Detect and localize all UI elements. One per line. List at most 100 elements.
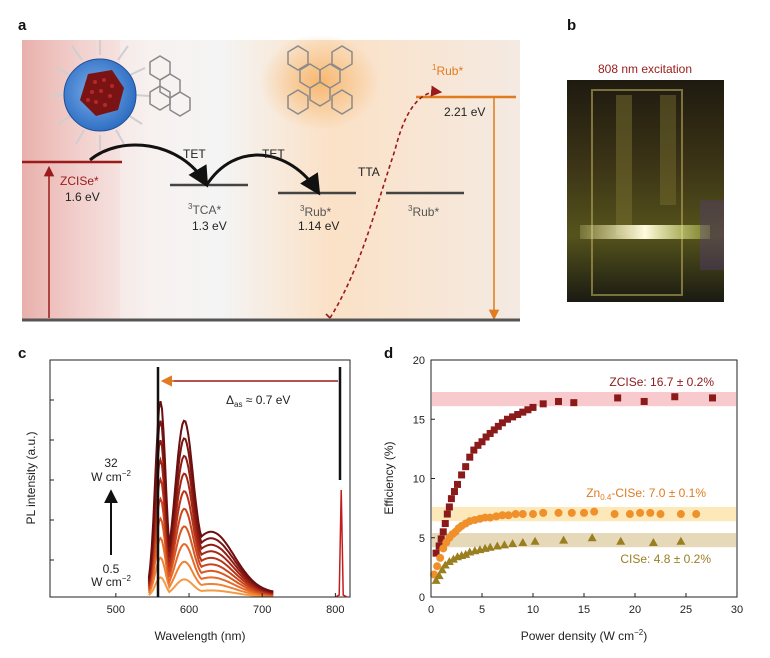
zcise-point xyxy=(529,403,537,411)
upconversion-beam xyxy=(580,225,710,239)
panel-b-caption: 808 nm excitation xyxy=(598,62,692,76)
pl-spectrum-3 xyxy=(147,440,274,594)
svg-text:1Rub*: 1Rub* xyxy=(432,63,463,78)
xtick-label: 700 xyxy=(253,604,271,616)
cise-point xyxy=(559,535,569,544)
panel-c: c Δas ≈ 0.7 eV 32 W cm−2 0.5 W cm−2 500 6… xyxy=(18,345,351,643)
zcise-point xyxy=(458,471,466,479)
zcise-point xyxy=(539,400,547,408)
average-bands xyxy=(432,391,736,548)
panel-d: d 0 5 10 15 20 25 30 0 5 10 15 20 ZCISe: 16.7 ± 0.2… xyxy=(382,345,743,643)
zn-cise-point xyxy=(539,508,548,517)
zcise-point xyxy=(454,480,462,488)
cise-point xyxy=(508,539,518,548)
pl-spectrum-7 xyxy=(147,516,274,596)
zcise-point xyxy=(462,463,470,471)
panel-d-xlabel: Power density (W cm−2) xyxy=(521,628,647,643)
cise-point xyxy=(587,533,597,542)
zn-cise-point xyxy=(676,510,685,519)
ytick-label: 0 xyxy=(419,592,425,604)
cise-point xyxy=(434,571,444,580)
tca-sup: 3 xyxy=(188,202,193,211)
panel-c-letter: c xyxy=(18,345,26,362)
zcise-point xyxy=(494,422,502,430)
ytick-label: 5 xyxy=(419,533,425,545)
xtick-label: 10 xyxy=(527,604,539,616)
zn-cise-point xyxy=(498,511,507,520)
cise-point xyxy=(444,556,454,565)
zcise-energy: 1.6 eV xyxy=(65,190,100,204)
cise-point xyxy=(616,536,626,545)
cise-point xyxy=(492,541,502,550)
cise-point xyxy=(530,536,540,545)
xtick-label: 600 xyxy=(180,604,198,616)
svg-text:3Rub*: 3Rub* xyxy=(408,204,439,219)
zn-cise-point xyxy=(656,510,665,519)
zcise-point xyxy=(466,453,474,461)
power-low-unit: W cm−2 xyxy=(91,574,131,589)
zn-cise-point xyxy=(554,508,563,517)
panel-b: b 808 nm excitation xyxy=(567,17,724,302)
rub1-energy: 2.21 eV xyxy=(444,105,485,119)
tet-arrow-2 xyxy=(204,153,321,196)
zcise-point xyxy=(555,397,562,405)
zn-cise-point xyxy=(511,510,520,519)
xtick-label: 30 xyxy=(731,604,743,616)
xtick-label: 25 xyxy=(680,604,692,616)
zcise-point xyxy=(498,419,506,427)
xtick-label: 0 xyxy=(428,604,434,616)
zcise-series-label: ZCISe: 16.7 ± 0.2% xyxy=(609,375,714,389)
ytick-label: 10 xyxy=(413,474,425,486)
rub1-level-label: Rub* xyxy=(436,64,463,78)
zcise-point xyxy=(614,394,622,402)
cise-series-label: CISe: 4.8 ± 0.2% xyxy=(620,552,711,566)
panel-d-letter: d xyxy=(384,345,393,362)
zn-cise-point xyxy=(504,511,513,520)
pl-spectrum-9 xyxy=(147,556,274,597)
zcise-point xyxy=(570,399,578,407)
panel-a-letter: a xyxy=(18,17,27,34)
panel-a: a xyxy=(18,17,520,322)
xtick-label: 800 xyxy=(326,604,344,616)
cise-point xyxy=(518,537,528,546)
zcise-point xyxy=(474,441,482,449)
zcise-point xyxy=(439,528,447,536)
pl-spectrum-6 xyxy=(147,496,274,596)
panel-d-ylabel: Efficiency (%) xyxy=(382,441,396,514)
pl-spectrum-1 xyxy=(147,401,274,593)
zn-cise-point xyxy=(610,510,619,519)
laser-peak xyxy=(334,489,348,598)
zcise-point xyxy=(524,406,532,414)
rub3-sup: 3 xyxy=(300,204,305,213)
zcise-point xyxy=(450,488,458,496)
panel-c-frame xyxy=(49,359,351,598)
panel-d-ticks: 0 5 10 15 20 25 30 0 5 10 15 20 xyxy=(413,355,743,616)
xtick-label: 15 xyxy=(578,604,590,616)
zn-cise-point xyxy=(433,562,442,571)
ytick-label: 20 xyxy=(413,355,425,367)
zcise-point xyxy=(443,510,451,518)
pl-spectrum-5 xyxy=(147,476,274,595)
tca-energy: 1.3 eV xyxy=(192,219,227,233)
panel-c-xlabel: Wavelength (nm) xyxy=(155,629,246,643)
zn-cise-series-label: Zn0.4-CISe: 7.0 ± 0.1% xyxy=(586,486,706,502)
tca-level-label: TCA* xyxy=(192,203,221,217)
zcise-point xyxy=(445,503,453,511)
zcise-level-label: ZCISe* xyxy=(60,174,99,188)
quantum-dot-illustration xyxy=(49,40,191,150)
zcise-point xyxy=(504,415,511,423)
zn-cise-point xyxy=(625,510,634,519)
xtick-label: 5 xyxy=(479,604,485,616)
tet-label-1: TET xyxy=(183,147,206,161)
cise-point xyxy=(648,537,658,546)
cise-point xyxy=(437,565,447,574)
power-high-unit: W cm−2 xyxy=(91,469,131,484)
pl-spectrum-8 xyxy=(147,536,274,597)
efficiency-points xyxy=(430,393,717,584)
xtick-label: 20 xyxy=(629,604,641,616)
tta-label: TTA xyxy=(358,165,380,179)
cise-point xyxy=(485,542,495,551)
panel-c-xticks: 500 600 700 800 xyxy=(50,399,345,616)
power-high-value: 32 xyxy=(104,456,118,470)
